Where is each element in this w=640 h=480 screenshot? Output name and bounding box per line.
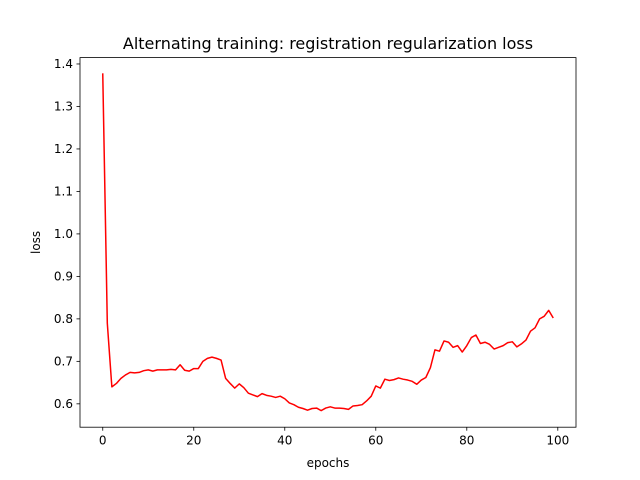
- y-tick-label: 0.7: [54, 355, 73, 369]
- y-tick-label: 1.1: [54, 185, 73, 199]
- x-tick-label: 40: [277, 434, 292, 448]
- loss-line-series-0: [102, 73, 554, 412]
- y-tick-label: 0.6: [54, 397, 73, 411]
- y-tick-label: 0.8: [54, 312, 73, 326]
- x-tick-label: 100: [546, 434, 569, 448]
- x-axis: 0 20 40 60 80 100: [99, 427, 569, 448]
- x-tick-label: 60: [368, 434, 383, 448]
- y-tick-label: 0.9: [54, 270, 73, 284]
- y-axis-label: loss: [29, 231, 43, 254]
- plot-series: [102, 73, 554, 412]
- chart-title: Alternating training: registration regul…: [123, 34, 533, 53]
- x-tick-label: 0: [99, 434, 107, 448]
- x-tick-label: 20: [186, 434, 201, 448]
- y-tick-label: 1.4: [54, 57, 73, 71]
- y-tick-label: 1.2: [54, 142, 73, 156]
- x-tick-label: 80: [459, 434, 474, 448]
- x-axis-label: epochs: [307, 456, 350, 470]
- y-tick-label: 1.0: [54, 227, 73, 241]
- y-tick-label: 1.3: [54, 100, 73, 114]
- plot-frame: [79, 57, 577, 428]
- y-axis: 0.6 0.7 0.8 0.9 1.0 1.1 1.2 1.3 1.4: [54, 57, 80, 411]
